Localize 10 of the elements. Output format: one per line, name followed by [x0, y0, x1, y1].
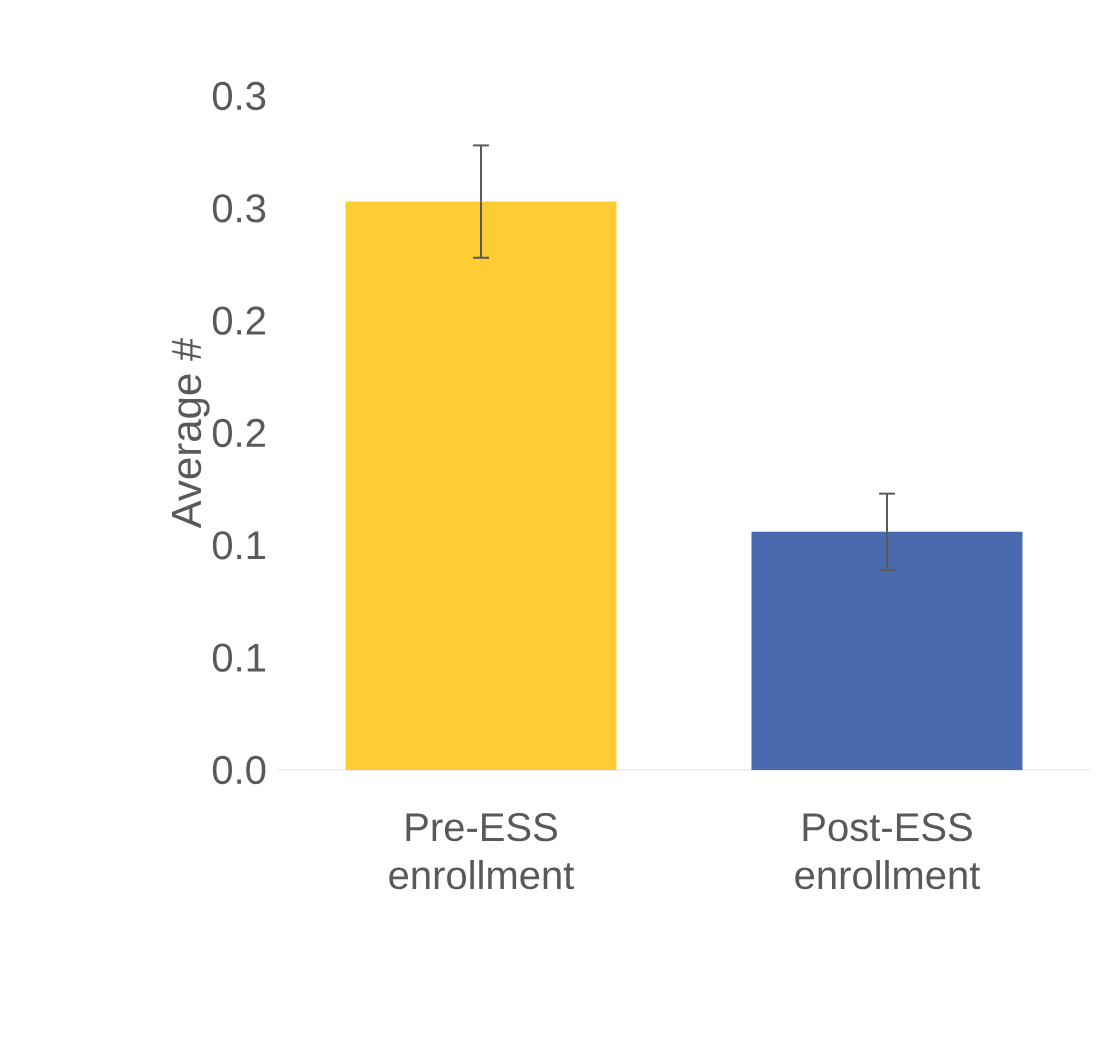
y-tick-label: 0.3 [212, 81, 266, 111]
x-tick-label: Pre-ESS enrollment [389, 813, 575, 890]
x-tick-label: Post-ESS enrollment [795, 813, 981, 890]
y-tick-label: 0.2 [212, 418, 265, 448]
y-tick-label: 0.3 [212, 194, 266, 223]
y-tick-label: 0.2 [212, 306, 265, 335]
y-tick-label: 0.1 [212, 643, 265, 672]
y-tick-label: 0.0 [212, 755, 266, 785]
y-tick-label: 0.1 [212, 531, 265, 560]
y-axis-title: Average # [172, 337, 210, 529]
